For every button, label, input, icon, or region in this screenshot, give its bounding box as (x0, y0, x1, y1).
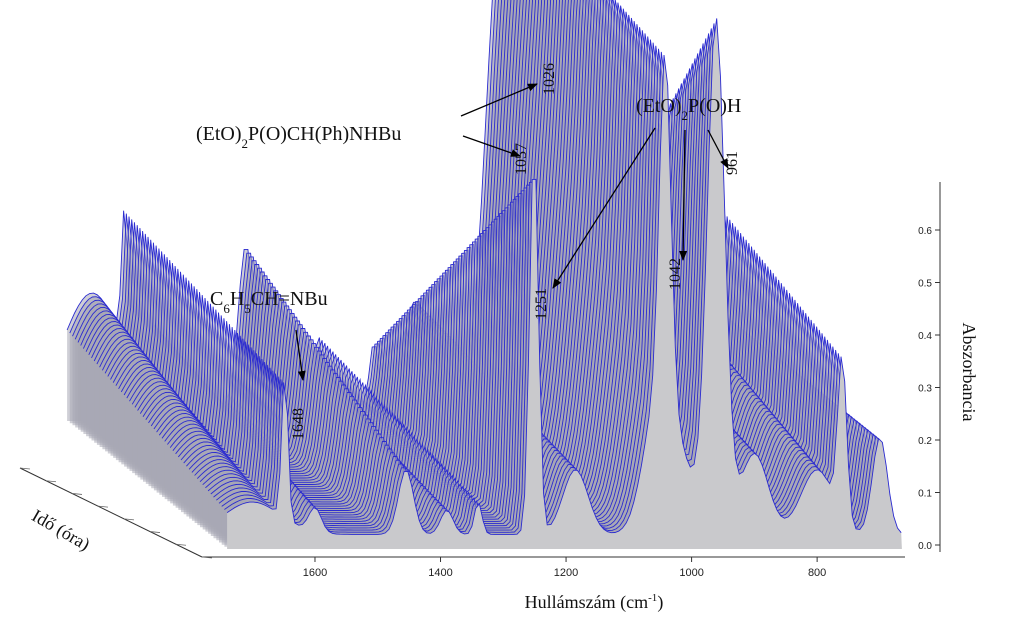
annotations-group: C6H5CH=NBu(EtO)2P(O)CH(Ph)NHBu(EtO)2P(O)… (196, 83, 741, 381)
peak-label-1057: 1057 (513, 143, 530, 175)
z-tick-label: 0.2 (918, 436, 932, 447)
depth-tick-mark (19, 467, 31, 470)
axes-group (19, 182, 941, 558)
annotation-arrow (707, 129, 729, 169)
x-tick-label: 1600 (303, 567, 327, 579)
depth-tick-mark (97, 505, 109, 508)
annotation-arrow (295, 329, 306, 381)
annotation-product: (EtO)2P(O)CH(Ph)NHBu (196, 123, 401, 151)
depth-tick-mark (175, 543, 187, 546)
annotation-part: C (210, 288, 223, 310)
peak-label-961: 961 (724, 151, 741, 175)
z-ticks-group: 0.0 0.1 0.2 0.3 0.4 0.5 0.6 (918, 226, 940, 552)
x-axis-title-sup: -1 (648, 592, 657, 604)
spectrum-line (213, 39, 889, 525)
annotation-arrow (552, 127, 656, 289)
annotation-phosphite: (EtO)2P(O)H (636, 95, 741, 123)
spectrum-line (216, 38, 891, 527)
annotation-part: 6 (223, 301, 230, 316)
x-ticks-group: 1600 1400 1200 1000 800 (303, 557, 826, 579)
annotation-arrow (462, 135, 521, 157)
x-tick-label: 800 (808, 567, 826, 579)
depth-axis-line (19, 467, 203, 558)
x-axis-title-main: Hullámszám (cm (525, 592, 648, 613)
spectrum-line (218, 33, 894, 529)
spectra-group (66, 0, 902, 549)
x-tick-label: 1200 (554, 567, 578, 579)
peak-label-1648: 1648 (290, 408, 307, 440)
depth-tick-mark (71, 493, 83, 495)
depth-ticks-group (19, 467, 213, 559)
annotation-part: 2 (242, 136, 249, 151)
annotation-part: (EtO) (196, 123, 242, 145)
x-tick-label: 1000 (679, 567, 703, 579)
x-axis-title-end: ) (657, 592, 663, 613)
y-axis-title: Idő (óra) (28, 505, 93, 555)
z-tick-label: 0.6 (918, 226, 932, 237)
z-axis-title: Abszorbancia (959, 323, 979, 422)
z-tick-label: 0.5 (918, 279, 932, 290)
depth-tick-mark (201, 556, 213, 559)
annotation-part: (EtO) (636, 95, 682, 117)
annotation-part: P(O)CH(Ph)NHBu (248, 123, 401, 145)
z-tick-label: 0.4 (918, 331, 932, 342)
x-axis-title: Hullámszám (cm-1) (525, 592, 664, 613)
x-tick-label: 1400 (428, 567, 452, 579)
annotation-arrow (460, 83, 538, 117)
peak-label-1042: 1042 (667, 258, 684, 290)
depth-tick-mark (123, 518, 135, 521)
z-tick-label: 0.0 (918, 541, 932, 552)
peak-label-1026: 1026 (541, 63, 558, 95)
spectrum-line (221, 28, 897, 531)
depth-tick-mark (149, 531, 161, 533)
z-tick-label: 0.3 (918, 384, 932, 395)
depth-tick-mark (45, 480, 57, 483)
annotation-part: 2 (682, 108, 689, 123)
annotation-part: CH=NBu (251, 288, 328, 310)
peak-label-1251: 1251 (533, 288, 550, 320)
spectrum-line (224, 23, 899, 533)
z-tick-label: 0.1 (918, 489, 932, 500)
annotation-part: 5 (244, 301, 251, 316)
annotation-part: P(O)H (688, 95, 741, 117)
spectrum-fill (227, 18, 902, 549)
annotation-part: H (230, 288, 244, 310)
annotation-arrow (679, 129, 688, 261)
spectrum-line (226, 18, 902, 535)
annotation-imine: C6H5CH=NBu (210, 288, 328, 316)
